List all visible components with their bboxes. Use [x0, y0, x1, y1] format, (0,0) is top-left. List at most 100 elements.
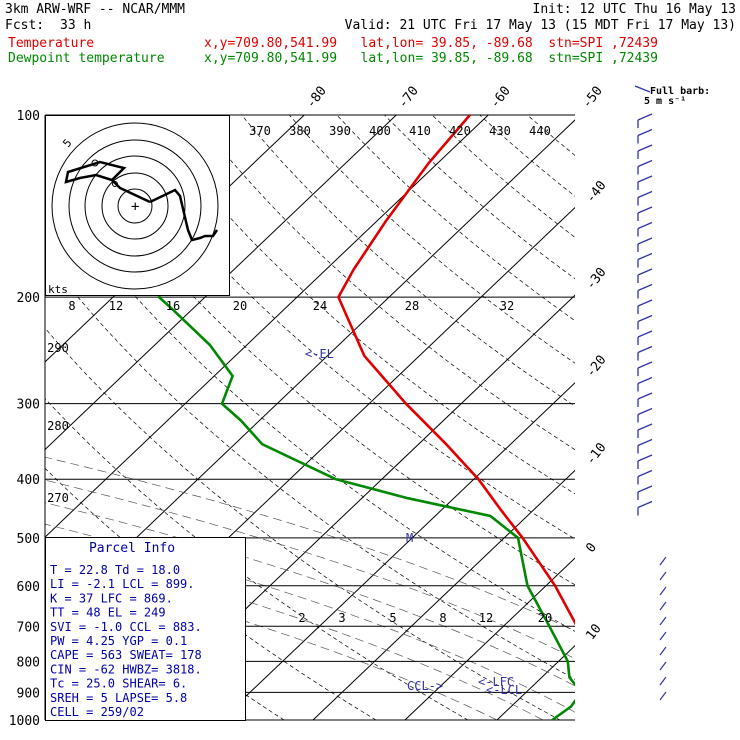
wind-barb-low	[659, 586, 667, 596]
theta-label: 440	[529, 124, 551, 138]
dry-adiabat-line	[623, 115, 740, 720]
wind-barb-low	[659, 691, 667, 701]
isotherm-label: -20	[583, 353, 609, 381]
pressure-label: 500	[17, 532, 40, 547]
parcel-info-line: Tc = 25.0 SHEAR= 6.	[50, 677, 187, 691]
pressure-label: 700	[17, 620, 40, 635]
hodograph: +5	[45, 115, 230, 296]
wind-barb	[637, 252, 653, 261]
isotherm-line	[45, 115, 397, 451]
parcel-info-line: TT = 48 EL = 249	[50, 606, 166, 620]
wind-barb	[637, 361, 653, 369]
wind-barb	[637, 221, 653, 230]
hodograph-ring	[117, 188, 153, 224]
m-marker: M	[406, 531, 413, 545]
dry-adiabat-line	[241, 115, 575, 407]
dry-adiabat-line	[479, 115, 575, 197]
wind-barb	[637, 175, 653, 183]
forecast-hours: 33 h	[60, 18, 92, 33]
wind-barb-low	[659, 631, 667, 641]
wind-barb	[637, 485, 653, 493]
theta-label: 430	[489, 124, 511, 138]
valid-time: Valid: 21 UTC Fri 17 May 13 (15 MDT Fri …	[344, 18, 736, 33]
wind-barb	[637, 237, 653, 245]
pressure-label: 300	[17, 398, 40, 413]
parcel-info-line: SVI = -1.0 CCL = 883.	[50, 620, 202, 634]
pressure-label: 900	[17, 686, 40, 701]
isotherm-line	[404, 557, 575, 720]
temperature-point-info: x,y=709.80,541.99 lat,lon= 39.85, -89.68…	[204, 36, 658, 51]
parcel-info-line: PW = 4.25 YGP = 0.1	[50, 634, 187, 648]
wind-barb	[637, 268, 653, 276]
theta-low-label: 290	[47, 341, 69, 355]
dry-adiabat-line	[288, 115, 575, 364]
isotherm-label: 10	[583, 621, 604, 643]
wind-barb-low	[659, 601, 667, 611]
wind-barb	[637, 376, 653, 385]
wind-barb	[637, 330, 653, 338]
parcel-info-line: T = 22.8 Td = 18.0	[50, 563, 180, 577]
isotherm-label: -50	[580, 84, 606, 112]
wind-barb	[637, 190, 653, 199]
wind-barb	[637, 314, 653, 323]
hodograph-trace	[149, 188, 219, 242]
hodograph-ring	[101, 172, 169, 240]
temperature-profile-line	[336, 115, 575, 626]
hodograph-point	[91, 159, 99, 167]
mixing-ratio-label: 2	[298, 611, 305, 625]
isotherm-label: -70	[396, 84, 422, 112]
isotherm-line	[45, 115, 489, 538]
dry-adiabat-line	[384, 115, 575, 280]
isotherm-label: 0	[583, 540, 600, 555]
mixing-ratio-label: 5	[389, 611, 396, 625]
wind-barb	[637, 392, 653, 400]
parcel-info-line: CELL = 259/02	[50, 705, 144, 719]
hodograph-ring	[51, 122, 219, 290]
ccl-marker: CCL->	[407, 679, 443, 693]
wind-barb	[637, 206, 653, 214]
lcl-marker: <-LCL	[486, 683, 522, 697]
dry-adiabat-line	[193, 115, 575, 451]
dry-adiabat-line	[45, 327, 561, 720]
theta-label: 380	[289, 124, 311, 138]
pressure-label: 800	[17, 655, 40, 670]
hodograph-clip: +	[51, 122, 219, 290]
isotherm-label: -60	[488, 84, 514, 112]
forecast-label: Fcst:	[5, 18, 45, 33]
mixing-ratio-label: 20	[538, 611, 552, 625]
pressure-label: 600	[17, 580, 40, 595]
isotherm-label: -80	[304, 84, 330, 112]
theta-label: 420	[449, 124, 471, 138]
hodograph-center: +	[131, 199, 139, 215]
isotherm-label: -40	[583, 178, 609, 206]
wind-barb	[637, 299, 653, 307]
mixing-ratio-label: 12	[479, 611, 493, 625]
wind-barbs	[634, 85, 667, 701]
isotherm-label: -10	[583, 440, 609, 468]
hodograph-ring-label: 28	[405, 299, 419, 313]
isotherm-label: -30	[583, 265, 609, 293]
temperature-legend: Temperature	[8, 36, 95, 51]
hodograph-ring-label: 32	[500, 299, 514, 313]
parcel-info-box: Parcel Info T = 22.8 Td = 18.0LI = -2.1 L…	[45, 537, 246, 721]
wind-barb	[637, 469, 653, 478]
theta-low-label: 270	[47, 491, 69, 505]
theta-label: 370	[249, 124, 271, 138]
hodograph-ring	[84, 155, 186, 257]
dewpoint-point-info: x,y=709.80,541.99 lat,lon= 39.85, -89.68…	[204, 51, 658, 66]
pressure-label: 400	[17, 473, 40, 488]
isotherm-line	[312, 469, 575, 720]
el-marker: <-EL	[305, 347, 334, 361]
parcel-info-line: CAPE = 563 SWEAT= 178	[50, 648, 202, 662]
theta-low-label: 280	[47, 419, 69, 433]
hodograph-ring-label: 20	[233, 299, 247, 313]
parcel-info-title: Parcel Info	[89, 541, 175, 556]
wind-barb-low	[659, 571, 667, 581]
theta-label: 400	[369, 124, 391, 138]
hodograph-units: kts	[48, 283, 68, 296]
hodograph-frame	[45, 115, 230, 296]
isotherm-line	[681, 115, 740, 720]
wind-barb-low	[659, 556, 667, 566]
parcel-info-line: SREH = 5 LAPSE= 5.8	[50, 691, 187, 705]
